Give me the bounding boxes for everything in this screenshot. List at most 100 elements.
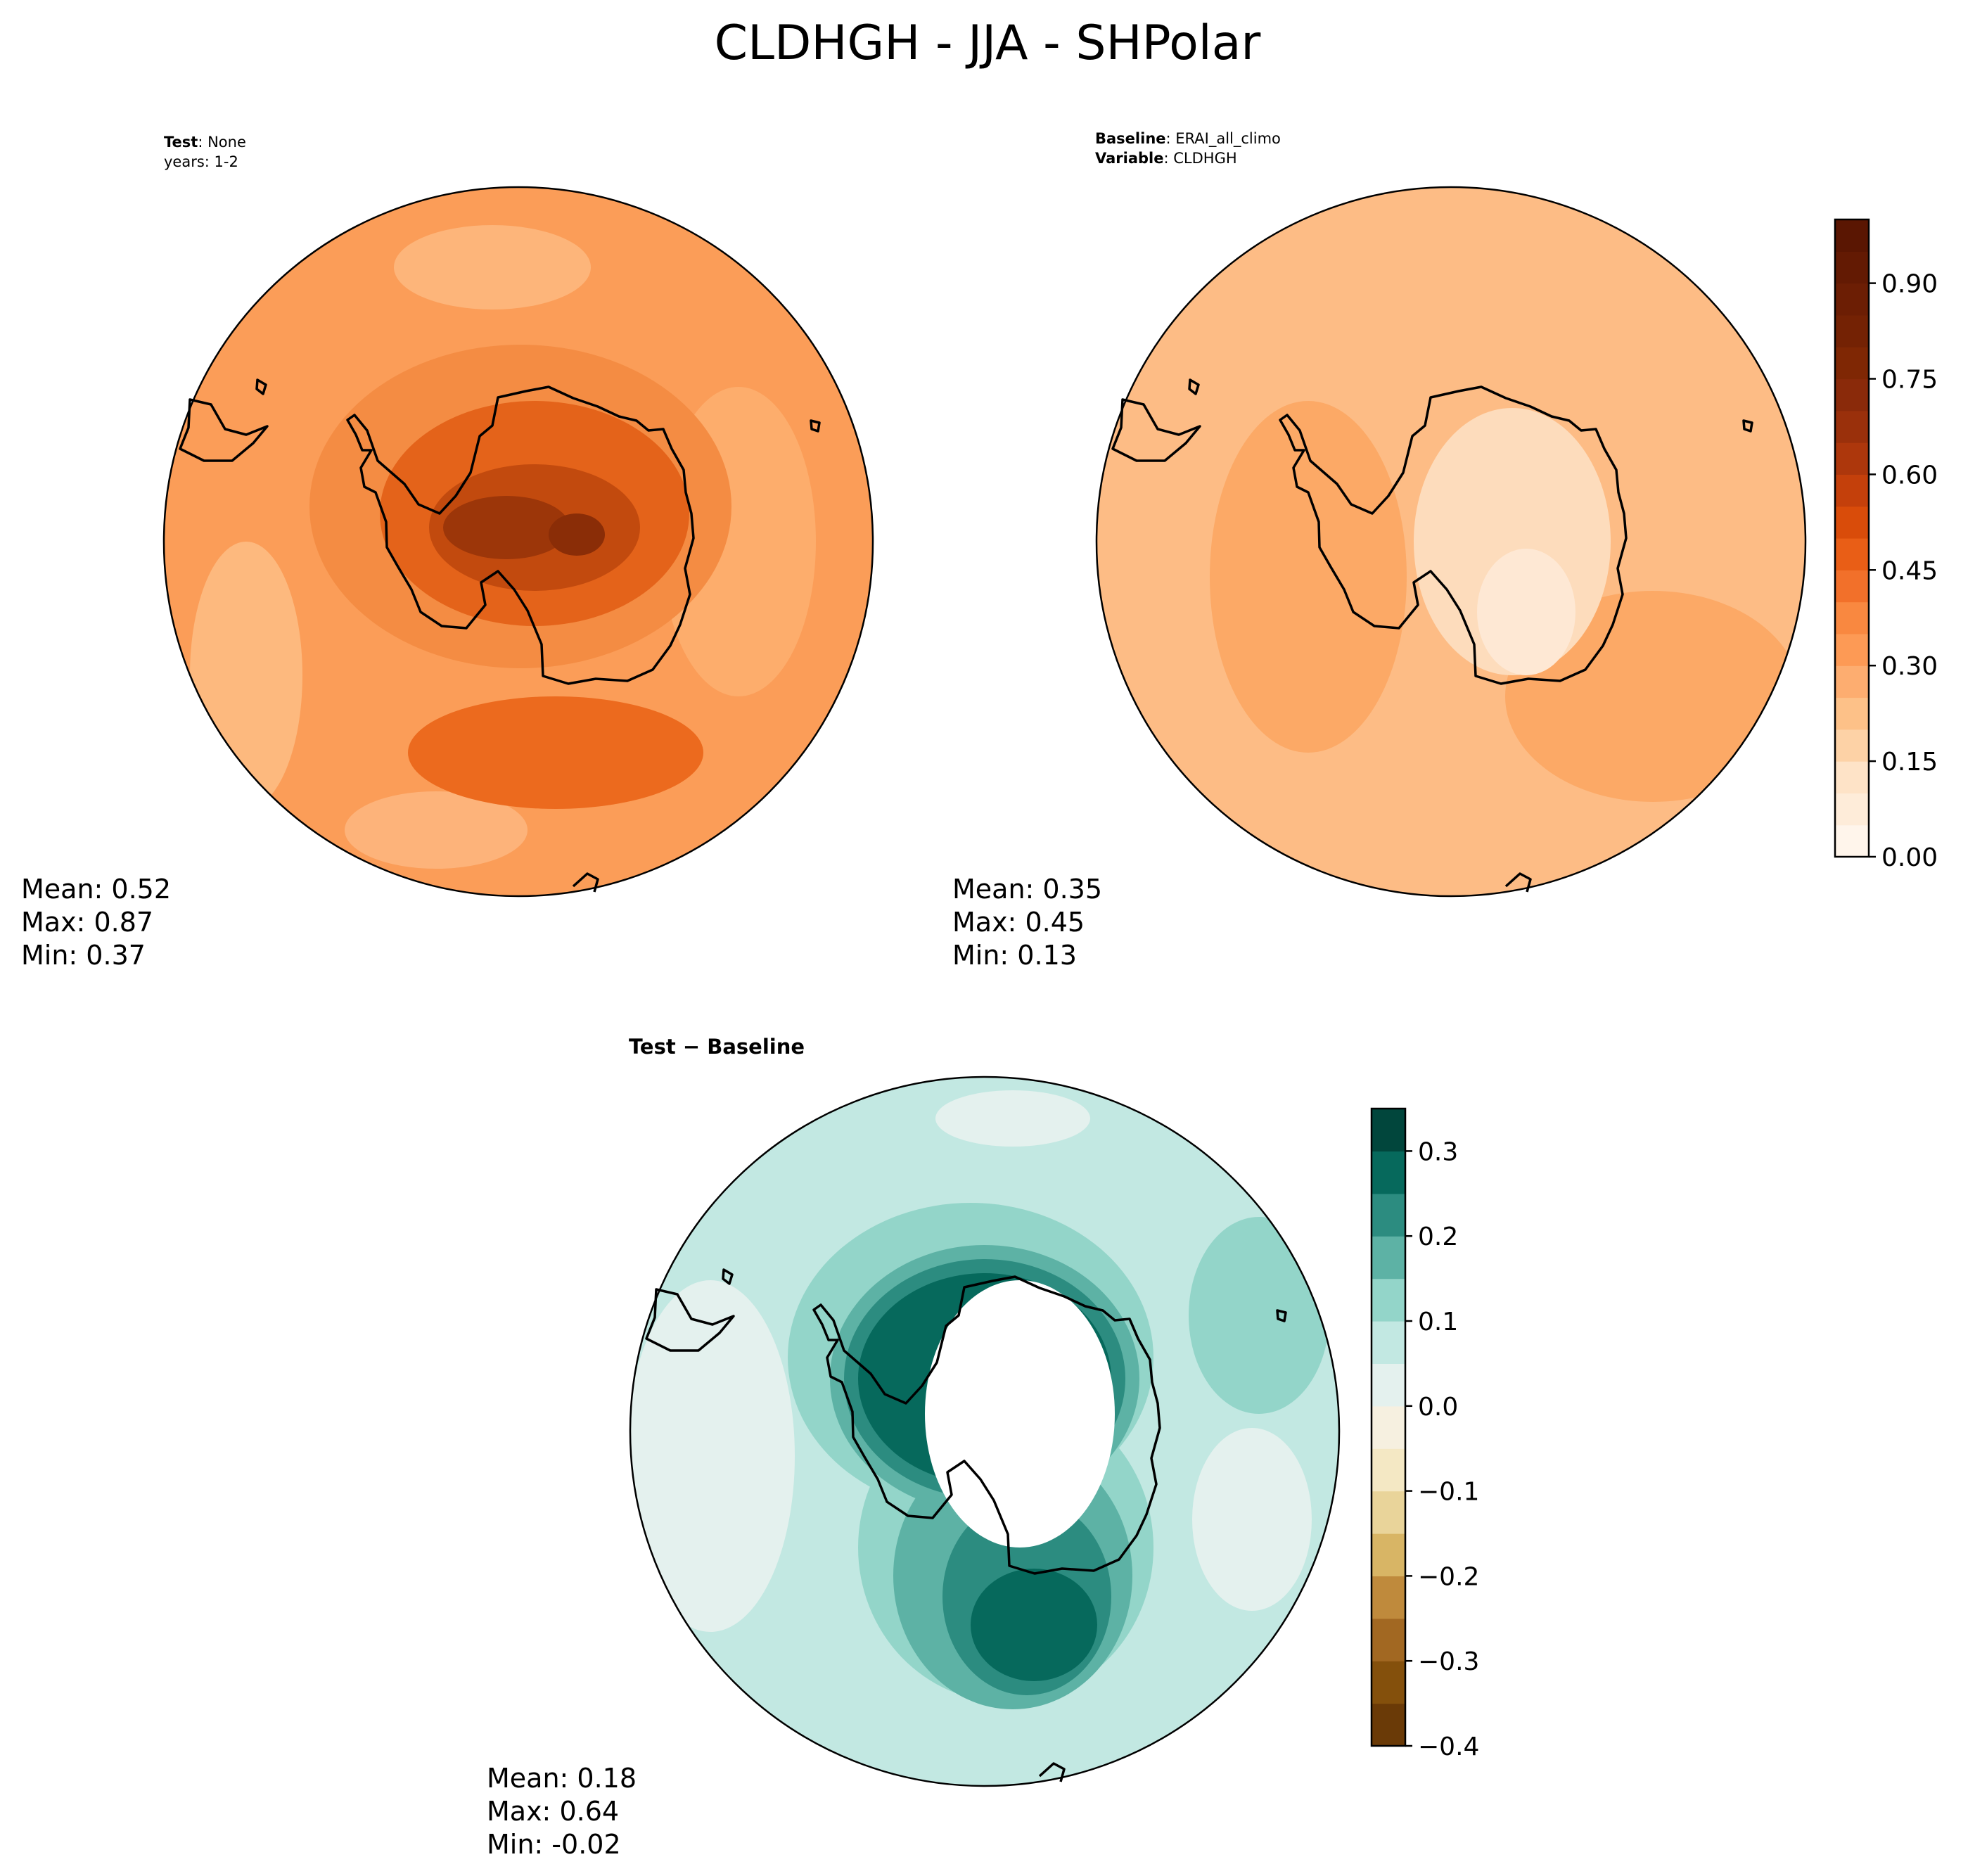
baseline-colorbar-frame xyxy=(1834,218,1870,858)
test-map-boundary xyxy=(162,186,874,898)
baseline-stat-max: Max: 0.45 xyxy=(952,907,1085,938)
baseline-australia-edge-outline xyxy=(1504,872,1532,893)
test-stat-min: Min: 0.37 xyxy=(21,940,146,971)
diff-field-near-zero-west xyxy=(630,1280,795,1632)
test-field-low-north xyxy=(394,225,591,310)
test-field-max-2 xyxy=(549,513,605,556)
baseline-antarctica-outline xyxy=(1279,385,1628,685)
diff-stat-mean: Mean: 0.18 xyxy=(487,1763,637,1794)
diff-colorbar-band xyxy=(1372,1193,1405,1237)
baseline-colorbar-band xyxy=(1835,442,1869,475)
diff-colorbar-band xyxy=(1372,1576,1405,1619)
baseline-colorbar-band xyxy=(1835,697,1869,730)
diff-colorbar-band xyxy=(1372,1236,1405,1280)
test-south-america-outline xyxy=(179,398,269,462)
test-map xyxy=(162,186,874,898)
diff-map-boundary xyxy=(629,1076,1341,1787)
diff-colorbar-band xyxy=(1372,1405,1405,1449)
test-stats: Mean: 0.52 Max: 0.87 Min: 0.37 xyxy=(21,873,171,972)
test-field-low-south xyxy=(345,791,528,869)
diff-field-near-zero-east xyxy=(1192,1428,1312,1611)
diff-colorbar-tick-label: −0.4 xyxy=(1418,1733,1479,1761)
baseline-panel-header: Baseline: ERAI_all_climo Variable: CLDHG… xyxy=(1095,129,1281,168)
diff-map xyxy=(629,1076,1341,1787)
baseline-stat-min: Min: 0.13 xyxy=(952,940,1077,971)
diff-field-masked-hole xyxy=(925,1280,1115,1548)
diff-panel-title: Test − Baseline xyxy=(629,1035,805,1059)
baseline-map xyxy=(1095,186,1807,898)
baseline-stat-mean: Mean: 0.35 xyxy=(952,874,1103,905)
baseline-colorbar-band xyxy=(1835,729,1869,762)
diff-field-max-south xyxy=(971,1569,1097,1681)
diff-colorbar-tick-label: 0.0 xyxy=(1418,1393,1458,1422)
baseline-kerguelen-outline xyxy=(1742,419,1753,433)
baseline-variable-sep: : xyxy=(1163,150,1174,167)
figure-title: CLDHGH - JJA - SHPolar xyxy=(714,15,1261,71)
baseline-colorbar-band xyxy=(1835,474,1869,507)
diff-south-america-outline xyxy=(645,1288,735,1352)
diff-colorbar-tick-label: −0.3 xyxy=(1418,1647,1479,1676)
baseline-colorbar-tick-label: 0.60 xyxy=(1881,461,1938,490)
baseline-label-sep: : xyxy=(1165,130,1176,147)
diff-colorbar-tick-label: −0.2 xyxy=(1418,1562,1479,1591)
test-stat-max: Max: 0.87 xyxy=(21,907,154,938)
baseline-colorbar-band xyxy=(1835,347,1869,380)
diff-colorbar-tick-label: 0.3 xyxy=(1418,1137,1458,1166)
baseline-colorbar-band xyxy=(1835,793,1869,826)
baseline-colorbar-tick-label: 0.75 xyxy=(1881,366,1938,395)
baseline-field-west xyxy=(1210,401,1407,753)
diff-title-test: Test xyxy=(629,1035,676,1059)
diff-colorbar-band xyxy=(1372,1363,1405,1407)
test-kerguelen-outline xyxy=(810,419,821,433)
baseline-colorbar-band xyxy=(1835,314,1869,347)
baseline-colorbar-tick-label: 0.00 xyxy=(1881,843,1938,872)
baseline-label-value: ERAI_all_climo xyxy=(1175,130,1281,147)
diff-kerguelen-outline xyxy=(1276,1309,1287,1322)
diff-colorbar-band xyxy=(1372,1618,1405,1661)
test-field-max-1 xyxy=(443,496,570,559)
baseline-colorbar-band xyxy=(1835,824,1869,857)
baseline-colorbar-band xyxy=(1835,761,1869,793)
diff-field-near-zero-north xyxy=(935,1090,1090,1147)
test-years: years: 1-2 xyxy=(164,153,238,170)
baseline-colorbar-tick-label: 0.30 xyxy=(1881,652,1938,681)
baseline-stats: Mean: 0.35 Max: 0.45 Min: 0.13 xyxy=(952,873,1102,972)
baseline-variable-key: Variable xyxy=(1095,150,1164,167)
diff-colorbar-tick-label: −0.1 xyxy=(1418,1478,1479,1507)
baseline-colorbar-tick-label: 0.15 xyxy=(1881,748,1938,777)
diff-colorbar-band xyxy=(1372,1661,1405,1704)
baseline-colorbar-band xyxy=(1835,506,1869,539)
diff-field-mid-east xyxy=(1189,1217,1329,1414)
baseline-colorbar-tick-label: 0.90 xyxy=(1881,270,1938,299)
baseline-field-east xyxy=(1505,591,1801,802)
diff-colorbar-band xyxy=(1372,1491,1405,1534)
test-label-sep: : xyxy=(198,134,208,151)
test-field-high-south xyxy=(408,696,703,809)
baseline-colorbar-band xyxy=(1835,378,1869,411)
baseline-colorbar-band xyxy=(1835,283,1869,316)
baseline-south-america-outline xyxy=(1111,398,1201,462)
baseline-variable-value: CLDHGH xyxy=(1173,150,1237,167)
baseline-colorbar-band xyxy=(1835,251,1869,284)
diff-colorbar-band xyxy=(1372,1448,1405,1492)
diff-falklands-outline xyxy=(722,1268,734,1285)
diff-stat-max: Max: 0.64 xyxy=(487,1796,620,1827)
diff-colorbar-band xyxy=(1372,1703,1405,1747)
diff-title-operator: − xyxy=(675,1035,708,1059)
diff-colorbar-band xyxy=(1372,1109,1405,1151)
baseline-field-min xyxy=(1477,549,1575,675)
baseline-map-boundary xyxy=(1095,186,1807,898)
diff-colorbar-tick-label: 0.2 xyxy=(1418,1223,1458,1251)
baseline-colorbar-band xyxy=(1835,538,1869,570)
test-australia-edge-outline xyxy=(572,872,599,893)
baseline-colorbar-band xyxy=(1835,219,1869,252)
baseline-colorbar-band xyxy=(1835,410,1869,443)
diff-colorbar-band xyxy=(1372,1278,1405,1322)
test-label-value: None xyxy=(207,134,246,151)
test-panel-header: Test: None years: 1-2 xyxy=(164,132,246,172)
diff-colorbar-band xyxy=(1372,1151,1405,1194)
diff-stats: Mean: 0.18 Max: 0.64 Min: -0.02 xyxy=(487,1762,637,1861)
diff-colorbar-tick-label: 0.1 xyxy=(1418,1308,1458,1336)
diff-antarctica-outline xyxy=(812,1275,1161,1575)
